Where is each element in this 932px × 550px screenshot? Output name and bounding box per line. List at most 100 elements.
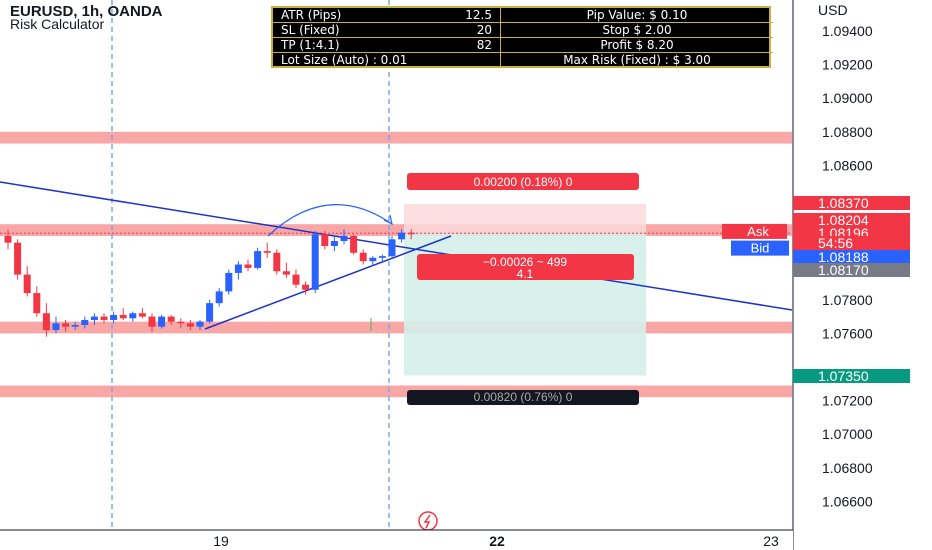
candle-body-22 [215,291,223,304]
candle-body-36 [350,235,358,253]
candle-body-17 [167,316,175,322]
candle-body-2 [23,274,31,294]
price-tick-8: 1.07000 [822,426,873,442]
candle-body-23 [225,272,233,292]
price-tick-0: 1.09400 [822,23,873,39]
time-tick-2: 23 [763,533,779,549]
lot-size-text: Lot Size (Auto) : 0.01 [281,53,408,67]
stop-label-text: 0.00820 (0.76%) 0 [474,390,573,404]
price-tag-text-5: 1.08170 [818,262,869,278]
time-axis-bg [0,530,793,550]
price-tick-2: 1.09000 [822,90,873,106]
current-label-line-1: −0.00026 ~ 499 [483,255,567,269]
price-tag-bg-0 [793,196,910,210]
sl-label: SL (Fixed) [281,23,340,37]
price-tick-3: 1.08800 [822,124,873,140]
candle-body-34 [330,241,338,247]
candle-body-33 [321,234,329,247]
lot-size-cell: Lot Size (Auto) : 0.01 [273,53,501,67]
risk-info-panel: ATR (Pips) 12.5 Pip Value: $ 0.10 SL (Fix… [271,6,773,68]
stop-text: Stop $ 2.00 [602,23,672,37]
time-tick-1: 22 [489,533,505,549]
sr-zone-1 [0,224,792,236]
candle-body-11 [110,314,118,320]
max-risk-cell: Max Risk (Fixed) : $ 3.00 [501,53,773,67]
candle-body-24 [234,264,242,273]
bid-badge-bg [731,240,789,256]
max-risk-text: Max Risk (Fixed) : $ 3.00 [563,53,711,67]
sr-zone-3 [0,385,792,398]
ascending-trendline [204,235,452,330]
target-label: 0.00200 (0.18%) 0 [407,173,639,190]
pip-value-text: Pip Value: $ 0.10 [586,8,688,22]
candle-body-41 [398,232,406,240]
candle-body-0 [4,235,12,243]
profit-cell: Profit $ 8.20 [501,38,773,53]
price-tag-text-0: 1.08370 [818,195,869,211]
candle-body-39 [378,256,386,258]
lightning-icon-bolt [423,514,431,529]
candle-body-26 [254,251,262,268]
sl-cell: SL (Fixed) 20 [273,23,501,38]
candle-body-3 [33,293,41,314]
current-label-bg [417,254,634,280]
candle-body-10 [100,316,108,320]
candle-body-25 [244,264,252,268]
candle-body-38 [369,257,377,262]
atr-value: 12.5 [465,8,492,22]
price-tag-bg-4 [793,250,910,264]
candle-body-12 [119,314,127,319]
bid-badge: Bid [751,241,770,256]
target-label-text: 0.00200 (0.18%) 0 [474,175,573,189]
candle-body-7 [71,325,79,327]
candle-body-19 [186,323,194,327]
candle-body-9 [90,316,98,320]
atr-label: ATR (Pips) [281,8,342,22]
price-tag-text-3: 54:56 [818,235,853,251]
ask-badge-bg [722,223,787,239]
stop-label-bg [407,390,639,405]
price-tick-4: 1.08600 [822,157,873,173]
candle-body-28 [273,252,281,272]
candle-body-13 [129,313,137,319]
indicator-name: Risk Calculator [10,16,105,32]
price-tick-9: 1.06800 [822,460,873,476]
tp-label: TP (1:4.1) [281,38,340,52]
price-tag-1: 1.08204 [793,212,910,228]
price-tag-3: 54:56 [793,235,910,251]
candle-body-16 [158,316,166,327]
descending-trendline [0,181,793,311]
candle-body-20 [196,321,204,327]
candle-body-29 [282,271,290,275]
chart-title: EURUSD, 1h, OANDA [10,3,163,20]
candle-body-14 [138,313,146,317]
tp-cell: TP (1:4.1) 82 [273,38,501,53]
candle-body-5 [52,323,60,331]
candle-body-32 [311,234,319,290]
price-tag-text-6: 1.07350 [818,368,869,384]
price-tag-text-4: 1.08188 [818,249,869,265]
price-tag-5: 1.08170 [793,262,910,278]
sr-zone-0 [0,131,792,144]
current-label-line-2: 4.1 [517,267,534,281]
candle-body-4 [42,313,50,331]
time-tick-0: 19 [213,533,229,549]
candle-body-6 [62,323,70,327]
price-tick-7: 1.07200 [822,393,873,409]
price-tag-bg-3 [793,236,910,250]
price-tag-bg-1 [793,213,910,227]
pip-value-cell: Pip Value: $ 0.10 [501,8,773,23]
sr-zone-2 [0,321,792,334]
price-tick-6: 1.07600 [822,325,873,341]
atr-cell: ATR (Pips) 12.5 [273,8,501,23]
price-tag-bg-5 [793,263,910,277]
position-upper-zone [404,204,646,234]
candle-body-18 [177,321,185,324]
candle-body-40 [388,239,396,257]
arc-arrow-head [383,214,393,226]
price-tick-5: 1.07800 [822,292,873,308]
tp-value: 82 [476,38,492,52]
candle-body-42 [407,232,415,235]
candle-body-1 [14,242,22,275]
